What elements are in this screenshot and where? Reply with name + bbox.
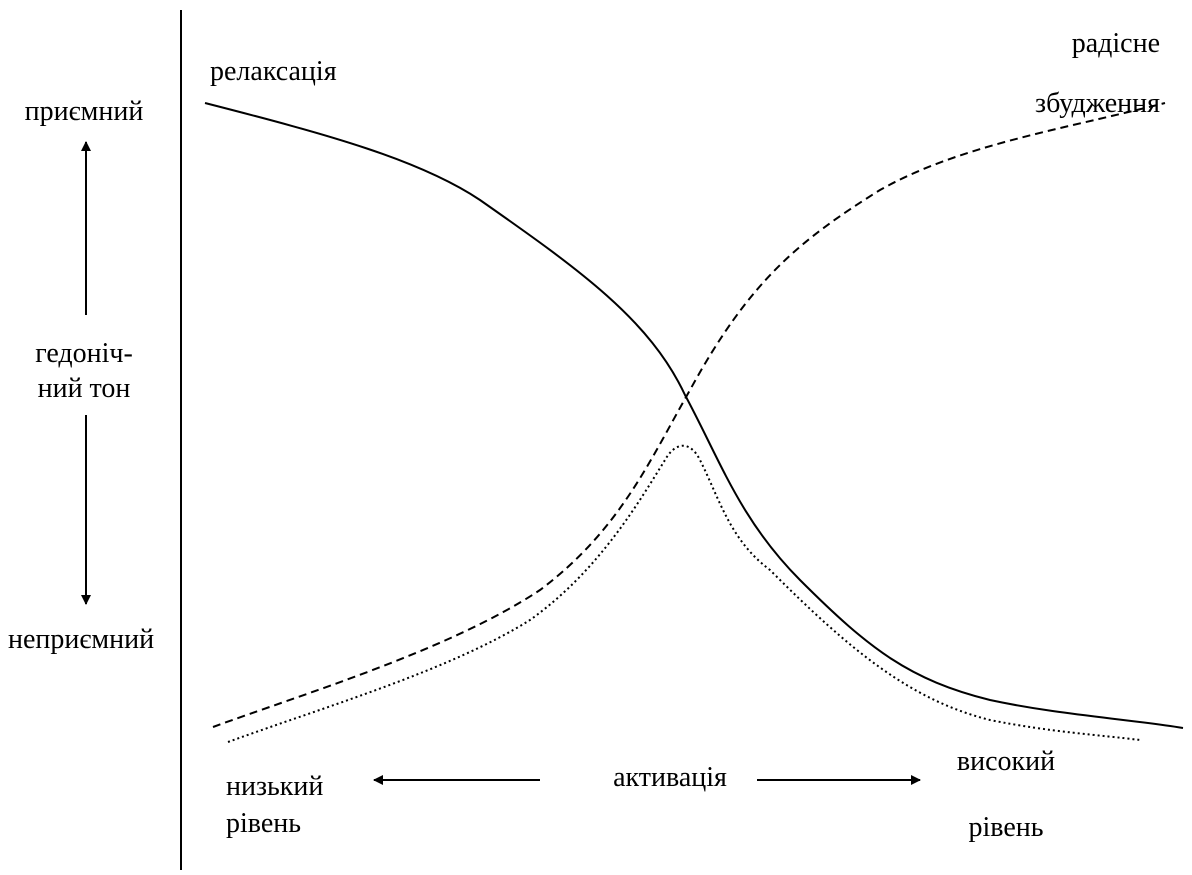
hedonic-tone-label: гедоніч- <box>35 338 133 369</box>
pleasant-label: приємний <box>25 96 144 127</box>
activation-label: активація <box>613 762 727 793</box>
excitement-curve <box>212 102 1166 728</box>
low-level-label: низький <box>226 771 323 802</box>
excitement-label: збудження <box>1035 88 1160 119</box>
high-level-label: високий <box>957 746 1055 777</box>
unpleasant-label: неприємний <box>8 624 154 655</box>
low-level-label: рівень <box>226 808 301 839</box>
excitement-label: радісне <box>1072 28 1160 59</box>
hedonic-tone-label: ний тон <box>38 373 131 404</box>
relaxation-label: релаксація <box>210 56 337 87</box>
dotted-curve <box>227 444 1141 743</box>
relaxation-curve <box>204 102 1184 729</box>
high-level-label: рівень <box>968 812 1043 843</box>
